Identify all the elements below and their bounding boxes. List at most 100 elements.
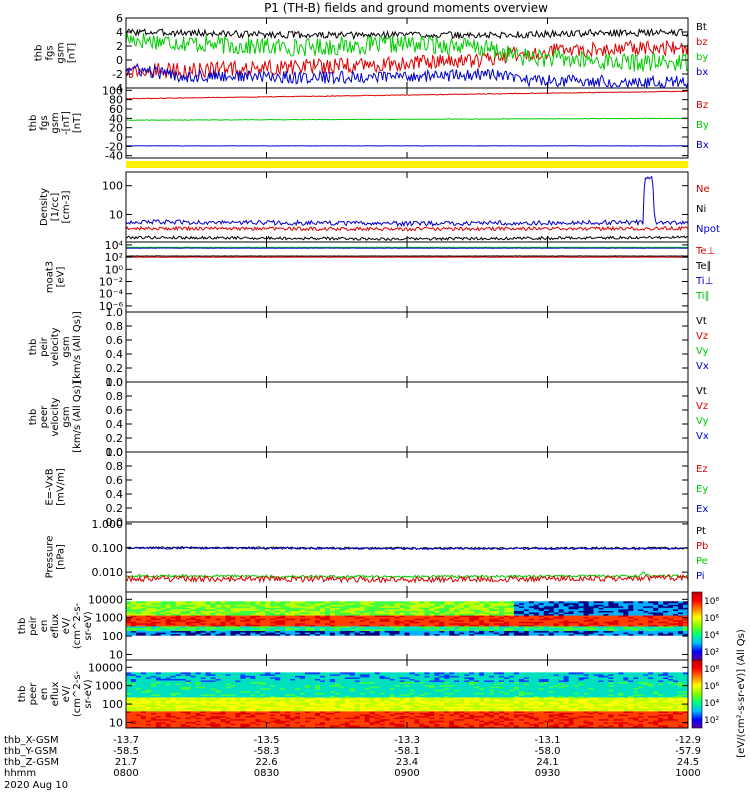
spectrogram-cell <box>190 677 197 679</box>
spectrogram-cell <box>424 718 430 721</box>
spectrogram-cell <box>404 683 410 686</box>
spectrogram-cell <box>290 622 296 625</box>
spectrogram-cell <box>295 698 301 701</box>
spectrogram-cell <box>295 627 301 630</box>
spectrogram-cell <box>668 612 674 615</box>
spectrogram-cell <box>618 601 624 604</box>
spectrogram-cell <box>150 698 157 701</box>
spectrogram-cell <box>528 605 535 608</box>
spectrogram-cell <box>255 726 261 729</box>
spectrogram-cell <box>598 630 604 633</box>
spectrogram-cell <box>300 629 306 632</box>
spectrogram-cell <box>419 632 425 635</box>
spectrogram-cell <box>334 692 341 695</box>
spectrogram-cell <box>384 683 390 686</box>
spectrogram-cell <box>329 630 336 633</box>
spectrogram-cell <box>499 609 505 611</box>
spectrogram-cell <box>359 701 366 704</box>
spectrogram-cell <box>344 678 351 681</box>
spectrogram-cell <box>623 615 629 618</box>
spectrogram-cell <box>285 683 291 686</box>
spectrogram-cell <box>444 619 450 622</box>
y-axis-label-line: [mV/m] <box>56 468 67 506</box>
spectrogram-cell <box>533 610 540 613</box>
spectrogram-cell <box>369 714 376 717</box>
spectrogram-cell <box>394 720 400 723</box>
spectrogram-cell <box>190 612 197 615</box>
spectrogram-cell <box>285 626 291 628</box>
spectrogram-cell <box>130 601 137 604</box>
spectrogram-cell <box>135 686 142 689</box>
spectrogram-cell <box>434 624 440 627</box>
spectrogram-cell <box>270 633 276 636</box>
spectrogram-cell <box>623 616 629 619</box>
spectrogram-cell <box>314 689 321 692</box>
spectrogram-cell <box>230 700 236 703</box>
spectrogram-cell <box>663 610 669 613</box>
spectrogram-cell <box>558 624 565 627</box>
spectrogram-cell <box>295 684 301 687</box>
spectrogram-cell <box>508 616 515 619</box>
spectrogram-cell <box>230 703 236 706</box>
spectrogram-cell <box>295 692 301 695</box>
spectrogram-cell <box>553 604 560 607</box>
spectrogram-cell <box>414 714 420 717</box>
spectrogram-cell <box>290 720 296 723</box>
spectrogram-cell <box>329 627 336 630</box>
spectrogram-cell <box>668 633 674 636</box>
spectrogram-cell <box>260 675 266 678</box>
spectrogram-cell <box>210 619 216 622</box>
spectrogram-cell <box>160 678 167 681</box>
spectrogram-cell <box>225 621 231 624</box>
spectrogram-cell <box>260 697 266 700</box>
spectrogram-cell <box>409 704 415 707</box>
spectrogram-cell <box>578 626 584 628</box>
spectrogram-cell <box>215 609 221 611</box>
spectrogram-cell <box>344 689 351 692</box>
spectrogram-cell <box>648 612 654 615</box>
spectrogram-cell <box>404 678 410 681</box>
spectrogram-cell <box>668 610 674 613</box>
spectrogram-cell <box>290 717 296 720</box>
spectrogram-cell <box>305 602 311 605</box>
spectrogram-cell <box>329 724 336 727</box>
spectrogram-cell <box>165 613 172 616</box>
spectrogram-cell <box>369 723 376 726</box>
spectrogram-cell <box>379 687 386 690</box>
spectrogram-cell <box>245 632 251 635</box>
spectrogram-cell <box>489 609 495 611</box>
spectrogram-cell <box>130 692 137 695</box>
spectrogram-cell <box>240 610 246 613</box>
spectrogram-cell <box>369 712 376 715</box>
spectrogram-cell <box>508 632 515 635</box>
spectrogram-cell <box>145 613 152 616</box>
spectrogram-cell <box>150 672 157 675</box>
spectrogram-cell <box>140 610 147 613</box>
spectrogram-cell <box>409 703 415 706</box>
spectrogram-cell <box>200 605 206 608</box>
spectrogram-cell <box>160 712 167 715</box>
spectrogram-cell <box>543 626 550 628</box>
spectrogram-cell <box>449 607 455 610</box>
spectrogram-cell <box>528 633 535 636</box>
spectrogram-cell <box>354 610 361 613</box>
spectrogram-cell <box>603 632 609 635</box>
spectrogram-cell <box>175 704 182 707</box>
spectrogram-cell <box>364 618 371 621</box>
spectrogram-cell <box>454 615 460 618</box>
spectrogram-cell <box>235 630 241 633</box>
spectrogram-cell <box>563 610 570 613</box>
spectrogram-cell <box>339 692 346 695</box>
spectrogram-cell <box>379 678 386 681</box>
spectrogram-cell <box>175 684 182 687</box>
spectrogram-cell <box>404 618 410 621</box>
spectrogram-cell <box>359 621 366 624</box>
spectrogram-cell <box>419 681 425 684</box>
spectrogram-cell <box>444 613 450 616</box>
spectrogram-cell <box>668 615 674 618</box>
spectrogram-cell <box>295 604 301 607</box>
spectrogram-cell <box>215 680 221 683</box>
spectrogram-cell <box>419 604 425 607</box>
spectrogram-cell <box>205 706 211 709</box>
spectrogram-cell <box>210 626 216 628</box>
